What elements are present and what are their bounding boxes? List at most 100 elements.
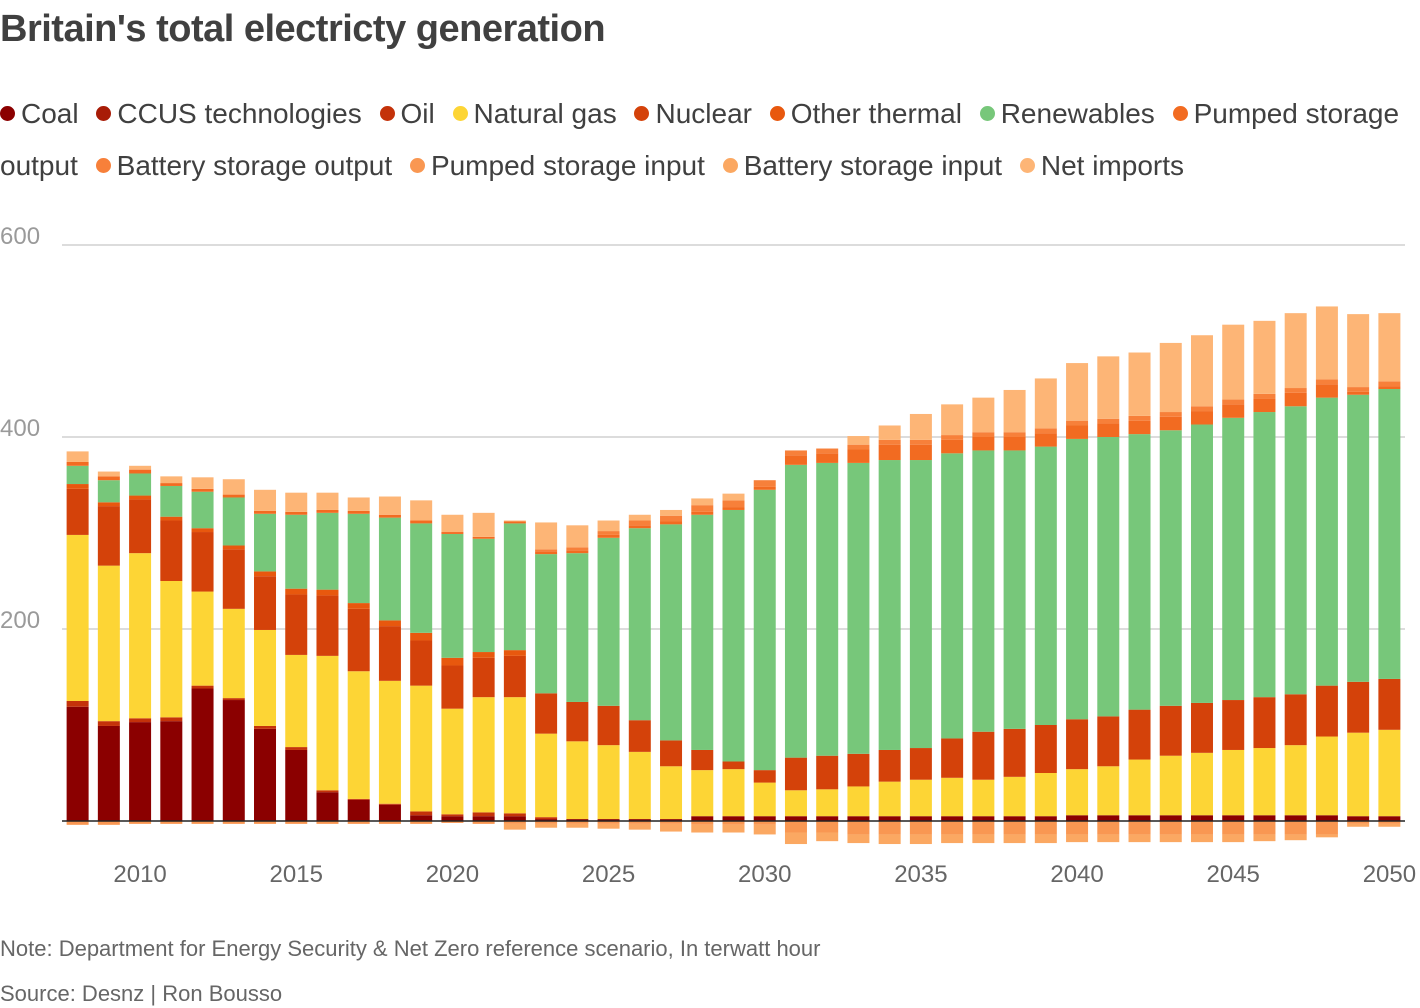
bar-segment [191,688,214,821]
bar-segment [1066,363,1089,421]
bar-segment [597,537,620,706]
bar-segment [1159,342,1182,413]
bar-segment [1066,420,1089,426]
chart-source: Source: Desnz | Ron Bousso [0,981,283,1006]
bar-segment [1003,776,1026,817]
bar-segment [503,697,526,814]
bar-segment [1097,423,1120,437]
bar-segment [254,629,277,726]
bar-segment [503,650,526,656]
bar-segment [878,821,901,835]
bar-segment [1159,834,1182,843]
bar-segment [191,488,214,492]
bar-segment [1066,821,1089,835]
bar-segment [691,821,714,825]
bar-segment [1128,821,1151,835]
bar-segment [285,594,308,655]
bar-segment [784,832,807,845]
bar-segment [1284,745,1307,816]
bar-segment [535,821,558,824]
bar-segment [1347,816,1370,821]
bar-segment [347,799,370,821]
bar-segment [1315,397,1338,686]
bar-segment [816,453,839,463]
bar-segment [254,571,277,577]
bar-segment [597,823,620,829]
bar-segment [1128,709,1151,760]
bar-segment [1097,766,1120,816]
legend-swatch-icon [979,106,995,121]
bar-segment [597,745,620,820]
bar-segment [1034,834,1057,844]
bar-segment [535,522,558,550]
bar-segment [722,500,745,508]
bar-segment [1222,417,1245,701]
bar-segment [722,816,745,821]
bar-segment [1222,324,1245,400]
bar-segment [847,821,870,835]
bar-segment [378,514,401,518]
bar-segment [191,491,214,529]
bar-segment [535,819,558,821]
bar-segment [285,588,308,595]
bar-segment [660,524,683,741]
bar-segment [222,479,245,495]
bar-segment [1190,411,1213,425]
bar-segment [972,779,995,817]
bar-segment [566,741,589,820]
bar-segment [1190,702,1213,753]
bar-segment [97,721,120,726]
bar-segment [722,509,745,762]
bar-segment [1066,719,1089,770]
bar-segment [941,821,964,835]
bar-segment [597,534,620,538]
bar-segment [285,749,308,821]
bar-segment [191,528,214,533]
legend-swatch-icon [769,106,785,121]
bar-segment [97,480,120,503]
bar-segment [97,502,120,507]
bar-segment [972,731,995,780]
bar-segment [816,789,839,817]
bar-segment [597,821,620,824]
bar-segment [129,499,152,554]
bar-segment [1378,821,1401,824]
bar-segment [1253,834,1276,842]
bar-segment [1190,424,1213,703]
bar-segment [628,514,651,521]
legend-swatch-icon [96,106,112,121]
bar-segment [628,528,651,721]
bar-segment [597,819,620,821]
bar-segment [410,523,433,633]
legend-item: Pumped storage input [409,150,705,181]
legend-label: CCUS technologies [117,98,362,129]
bar-segment [972,432,995,437]
bar-segment [316,509,339,513]
bar-segment [1128,352,1151,416]
bar-segment [254,489,277,511]
bar-segment [129,469,152,474]
bar-segment [316,492,339,510]
bar-segment [628,751,651,820]
bar-segment [97,476,120,481]
bar-segment [1284,388,1307,393]
bar-segment [97,821,120,825]
legend-label: Battery storage output [116,150,393,181]
bar-segment [222,700,245,821]
bar-segment [378,680,401,804]
bar-segment [129,553,152,719]
bar-segment [1159,412,1182,417]
bar-segment [1097,437,1120,717]
bar-segment [1378,729,1401,817]
legend-swatch-icon [452,106,468,121]
bar-segment [1097,834,1120,843]
bar-segment [1159,705,1182,756]
bar-segment [1034,446,1057,725]
bar-segment [472,816,495,821]
bar-segment [941,834,964,844]
bar-segment [316,512,339,590]
bar-segment [941,435,964,440]
bar-segment [254,725,277,729]
bar-segment [784,464,807,758]
bar-segment [1315,306,1338,380]
